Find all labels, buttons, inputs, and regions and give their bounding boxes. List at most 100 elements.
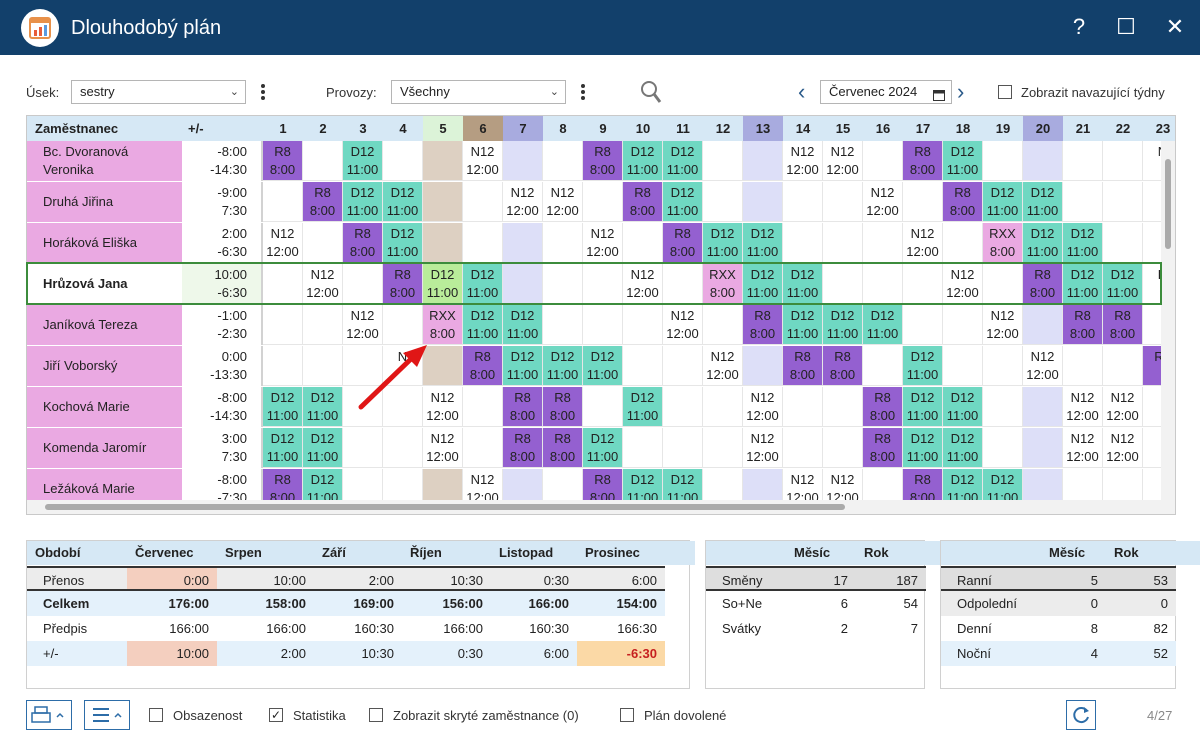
day-header-19[interactable]: 19	[995, 121, 1011, 136]
shift-cell[interactable]: N12 12:00	[1063, 387, 1103, 427]
shift-cell[interactable]: D12 11:00	[903, 387, 943, 427]
day-header-4[interactable]: 4	[399, 121, 407, 136]
shift-cell[interactable]	[263, 305, 303, 345]
day-header-20[interactable]: 20	[1023, 116, 1063, 141]
shift-cell[interactable]	[463, 182, 503, 222]
shift-cell[interactable]	[1103, 346, 1143, 386]
employee-row[interactable]: Bc. Dvoranová Veronika -8:00 -14:30 R8 8:00 D…	[27, 141, 1175, 182]
shift-cell[interactable]	[1023, 305, 1063, 345]
shift-cell[interactable]: R8 8:00	[623, 182, 663, 222]
shift-cell[interactable]	[343, 264, 383, 304]
shift-cell[interactable]: R8 8:00	[903, 141, 943, 181]
shift-cell[interactable]	[983, 387, 1023, 427]
shift-cell[interactable]: D12 11:00	[783, 305, 823, 345]
shift-cell[interactable]	[703, 141, 743, 181]
shift-cell[interactable]: RXX 8:00	[983, 223, 1023, 263]
shift-cell[interactable]: D12 11:00	[383, 182, 423, 222]
usek-select[interactable]: sestry ⌄	[71, 80, 246, 104]
col-diff[interactable]: +/-	[188, 121, 204, 136]
shift-cell[interactable]	[983, 428, 1023, 468]
shift-cell[interactable]: N12 12:00	[743, 428, 783, 468]
day-header-15[interactable]: 15	[835, 121, 851, 136]
shift-cell[interactable]	[263, 264, 303, 304]
shift-cell[interactable]: R8 8:00	[823, 346, 863, 386]
shift-cell[interactable]	[663, 428, 703, 468]
shift-cell[interactable]	[1063, 346, 1103, 386]
shift-cell[interactable]	[423, 141, 463, 181]
shift-cell[interactable]	[383, 141, 423, 181]
shift-cell[interactable]: D12 11:00	[503, 346, 543, 386]
shift-cell[interactable]: N12 12:00	[983, 305, 1023, 345]
day-header-17[interactable]: 17	[915, 121, 931, 136]
shift-cell[interactable]	[583, 387, 623, 427]
shift-cell[interactable]: N12 12:00	[663, 305, 703, 345]
shift-cell[interactable]	[983, 346, 1023, 386]
shift-cell[interactable]	[383, 428, 423, 468]
shift-cell[interactable]	[823, 264, 863, 304]
shift-cell[interactable]	[943, 346, 983, 386]
shift-cell[interactable]	[863, 141, 903, 181]
shift-cell[interactable]: D12 11:00	[343, 182, 383, 222]
prev-month-icon[interactable]: ‹	[798, 79, 806, 104]
shift-cell[interactable]	[823, 182, 863, 222]
shift-cell[interactable]: D12 11:00	[583, 346, 623, 386]
shift-cell[interactable]: N12 12:00	[423, 387, 463, 427]
shift-cell[interactable]	[543, 141, 583, 181]
shift-cell[interactable]: N12 12:00	[1103, 428, 1143, 468]
shift-cell[interactable]: R8 8:00	[543, 387, 583, 427]
employee-name[interactable]: Hrůzová Jana	[27, 264, 182, 304]
shift-cell[interactable]: D12 11:00	[783, 264, 823, 304]
employee-row[interactable]: Hrůzová Jana 10:00 -6:30 N12 12:00 R8 8:00 D12 1…	[27, 264, 1175, 305]
shift-cell[interactable]	[423, 182, 463, 222]
shift-cell[interactable]: D12 11:00	[943, 141, 983, 181]
shift-cell[interactable]	[863, 264, 903, 304]
shift-cell[interactable]	[503, 141, 543, 181]
shift-cell[interactable]	[783, 182, 823, 222]
day-header-14[interactable]: 14	[795, 121, 811, 136]
refresh-button[interactable]	[1066, 700, 1096, 730]
shift-cell[interactable]	[423, 346, 463, 386]
employee-name[interactable]: Bc. Dvoranová Veronika	[27, 141, 182, 181]
shift-cell[interactable]: R8 8:00	[503, 387, 543, 427]
shift-cell[interactable]: D12 11:00	[943, 428, 983, 468]
shift-cell[interactable]: R8 8:00	[463, 346, 503, 386]
shift-cell[interactable]: D12 11:00	[903, 428, 943, 468]
shift-cell[interactable]: R8 8:00	[343, 223, 383, 263]
maximize-button[interactable]: ☐	[1116, 14, 1136, 39]
provozy-menu-icon[interactable]	[579, 82, 587, 102]
shift-cell[interactable]: N12 12:00	[903, 223, 943, 263]
employee-row[interactable]: Janíková Tereza -1:00 -2:30 N12 12:00 RXX 8:00…	[27, 305, 1175, 346]
shift-cell[interactable]: D12 11:00	[943, 469, 983, 509]
shift-cell[interactable]	[663, 346, 703, 386]
employee-row[interactable]: Horáková Eliška 2:00 -6:30 N12 12:00 R8 8:00 D1…	[27, 223, 1175, 264]
shift-cell[interactable]: D12 11:00	[703, 223, 743, 263]
shift-cell[interactable]	[543, 305, 583, 345]
shift-cell[interactable]	[903, 305, 943, 345]
shift-cell[interactable]: N12 12:00	[463, 141, 503, 181]
shift-cell[interactable]: N12 12:00	[343, 305, 383, 345]
shift-cell[interactable]: R8 8:00	[503, 428, 543, 468]
shift-cell[interactable]	[623, 346, 663, 386]
shift-cell[interactable]	[1023, 387, 1063, 427]
dovolene-checkbox[interactable]	[620, 708, 634, 722]
shift-cell[interactable]: N12 12:00	[583, 223, 623, 263]
shift-cell[interactable]	[303, 305, 343, 345]
shift-cell[interactable]	[903, 182, 943, 222]
shift-cell[interactable]: D12 11:00	[1063, 264, 1103, 304]
day-header-2[interactable]: 2	[319, 121, 327, 136]
shift-cell[interactable]	[343, 428, 383, 468]
shift-cell[interactable]: R8 8:00	[543, 428, 583, 468]
shift-cell[interactable]: D12 11:00	[743, 223, 783, 263]
shift-cell[interactable]	[343, 346, 383, 386]
day-header-3[interactable]: 3	[359, 121, 367, 136]
shift-cell[interactable]: D12 11:00	[343, 141, 383, 181]
shift-cell[interactable]: R8 8:00	[663, 223, 703, 263]
shift-cell[interactable]	[383, 305, 423, 345]
shift-cell[interactable]: RXX 8:00	[423, 305, 463, 345]
usek-menu-icon[interactable]	[259, 82, 267, 102]
shift-cell[interactable]	[703, 428, 743, 468]
month-picker[interactable]: Červenec 2024	[820, 80, 952, 104]
col-employee[interactable]: Zaměstnanec	[35, 121, 119, 136]
shift-cell[interactable]: D12 11:00	[263, 387, 303, 427]
shift-cell[interactable]	[1063, 182, 1103, 222]
